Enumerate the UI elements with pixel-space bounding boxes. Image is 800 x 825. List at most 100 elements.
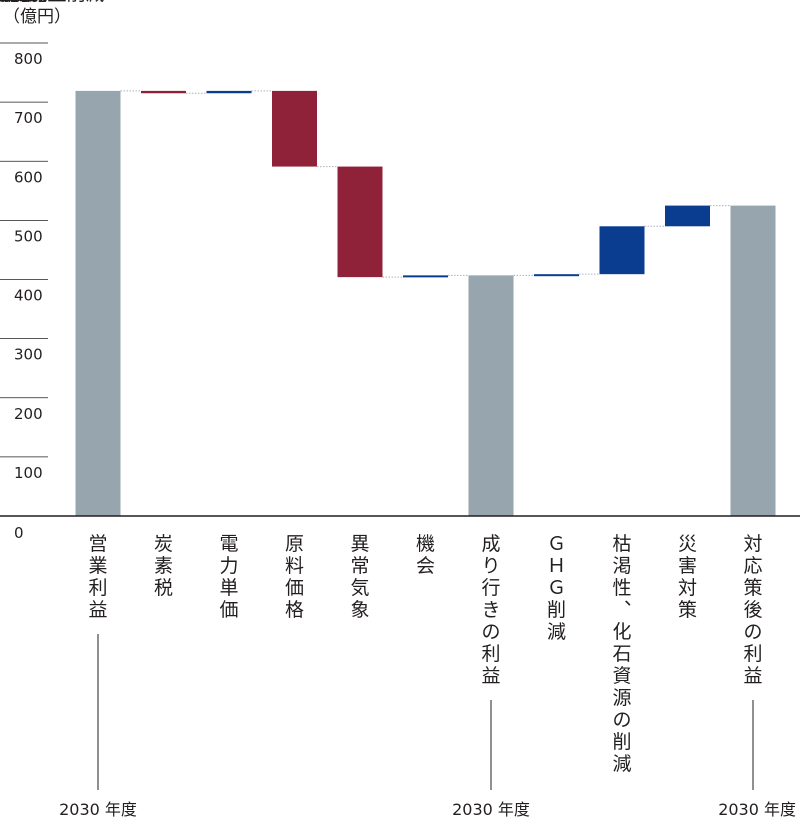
- category-label-char: Ｇ: [547, 533, 566, 555]
- bar-increase: [665, 205, 710, 227]
- bar-increase: [206, 90, 252, 94]
- category-label-char: 単: [219, 577, 238, 599]
- category-label-char: 石: [612, 643, 631, 665]
- y-tick-label: 500: [14, 227, 43, 245]
- category-label-char: 成: [481, 533, 500, 555]
- category-label-char: 化: [612, 621, 631, 643]
- category-label-char: 価: [285, 577, 304, 599]
- category-label-char: 性: [612, 577, 631, 599]
- year-label: 2030 年度: [452, 800, 530, 819]
- category-label: 機会: [0, 0, 19, 5]
- category-label-char: 利: [481, 643, 500, 665]
- category-label-char: 気: [350, 577, 369, 599]
- category-label-char: 営: [88, 533, 107, 555]
- category-label-char: 益: [481, 665, 500, 687]
- bar-total: [468, 275, 514, 516]
- category-label-char: 策: [678, 599, 697, 621]
- category-label-char: の: [612, 709, 631, 731]
- category-label-char: ︑: [612, 599, 631, 621]
- category-label-char: 力: [219, 555, 238, 577]
- bar-increase: [403, 275, 448, 278]
- category-label-char: 利: [743, 643, 762, 665]
- category-label-vertical: 機会: [416, 533, 435, 577]
- y-tick-label: 0: [14, 524, 24, 542]
- category-label-char: 減: [612, 753, 631, 775]
- category-label-char: Ｇ: [547, 577, 566, 599]
- year-label: 2030 年度: [59, 800, 137, 819]
- category-label-char: 後: [743, 599, 762, 621]
- category-label-char: 炭: [154, 533, 173, 555]
- category-label-char: 益: [743, 665, 762, 687]
- category-label-char: 電: [219, 533, 238, 555]
- category-label-char: り: [481, 555, 500, 577]
- category-label-char: 格: [285, 599, 304, 621]
- y-tick-label: 200: [14, 405, 43, 423]
- bar-decrease: [337, 166, 383, 278]
- category-label-char: 象: [350, 599, 369, 621]
- category-label-char: 会: [416, 555, 435, 577]
- category-label-char: 対: [743, 533, 762, 555]
- category-label-char: 行: [481, 577, 500, 599]
- bar-increase: [599, 226, 645, 275]
- bar-decrease: [141, 90, 186, 94]
- category-label-char: 害: [678, 555, 697, 577]
- category-label-char: Ｈ: [547, 555, 566, 577]
- category-label-char: 災: [678, 533, 697, 555]
- category-label-char: 益: [88, 599, 107, 621]
- category-label-char: 対: [678, 577, 697, 599]
- category-label-char: 減: [547, 621, 566, 643]
- category-label-char: 業: [88, 555, 107, 577]
- category-label-char: 枯: [612, 533, 631, 555]
- category-label-char: 常: [350, 555, 369, 577]
- category-label: 炭素税: [0, 0, 29, 5]
- category-label-char: 原: [285, 533, 304, 555]
- bar-total: [75, 90, 121, 517]
- category-label-char: 料: [285, 555, 304, 577]
- category-label-char: 異: [350, 533, 369, 555]
- bar-decrease: [272, 90, 317, 167]
- category-label-char: 削: [612, 731, 631, 753]
- category-label-char: 税: [154, 577, 173, 599]
- category-label-char: 利: [88, 577, 107, 599]
- category-label-char: 源: [612, 687, 631, 709]
- category-label-char: 素: [154, 555, 173, 577]
- bar-total: [730, 205, 776, 516]
- category-label-char: 機: [416, 533, 435, 555]
- category-label-char: 渇: [612, 555, 631, 577]
- category-label-vertical: 炭素税: [154, 533, 173, 599]
- category-label-char: 策: [743, 577, 762, 599]
- y-tick-label: 600: [14, 168, 43, 186]
- category-label-char: 削: [547, 599, 566, 621]
- y-tick-label: 700: [14, 109, 43, 127]
- category-label-char: 価: [219, 599, 238, 621]
- y-tick-label: 100: [14, 464, 43, 482]
- category-label-char: の: [743, 621, 762, 643]
- y-tick-label: 300: [14, 346, 43, 364]
- y-axis-unit-label: （億円）: [3, 7, 71, 27]
- bar-increase: [534, 274, 579, 277]
- category-label-char: の: [481, 621, 500, 643]
- category-label-char: 応: [743, 555, 762, 577]
- year-label: 2030 年度: [718, 800, 796, 819]
- y-tick-label: 800: [14, 50, 43, 68]
- category-label-char: 資: [612, 665, 631, 687]
